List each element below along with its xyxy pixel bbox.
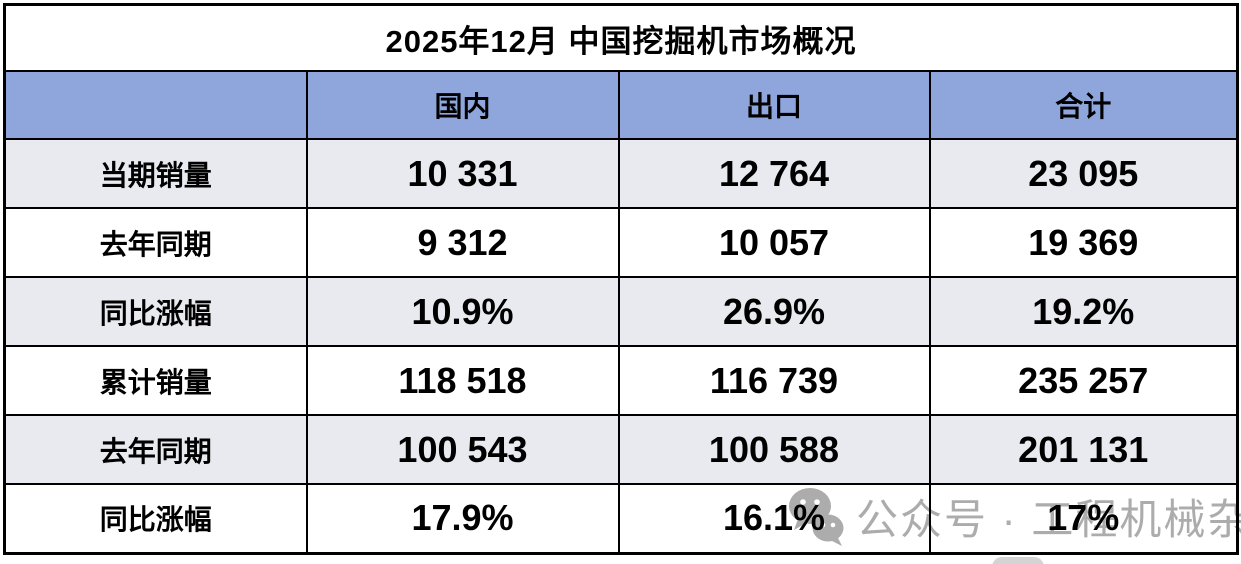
excavator-market-table: 2025年12月 中国挖掘机市场概况 国内 出口 合计 当期销量 10 331 … [3,3,1239,555]
table-header-row: 国内 出口 合计 [3,70,1239,140]
table-row: 同比涨幅 10.9% 26.9% 19.2% [3,276,1239,347]
value-cell: 17% [928,483,1239,554]
partial-watermark-icon [992,557,1044,564]
value-cell: 235 257 [928,345,1239,416]
header-cell-export: 出口 [617,70,931,140]
table-row: 累计销量 118 518 116 739 235 257 [3,345,1239,416]
page-title: 2025年12月 中国挖掘机市场概况 [3,3,1239,72]
row-label-yoy-growth: 同比涨幅 [3,483,308,554]
row-label-last-year-same-period: 去年同期 [3,414,308,485]
table-row: 同比涨幅 17.9% 16.1% 17% [3,483,1239,554]
row-label-current-sales: 当期销量 [3,138,308,209]
value-cell: 100 543 [305,414,620,485]
value-cell: 12 764 [617,138,931,209]
value-cell: 118 518 [305,345,620,416]
value-cell: 100 588 [617,414,931,485]
value-cell: 17.9% [305,483,620,554]
value-cell: 9 312 [305,207,620,278]
value-cell: 23 095 [928,138,1239,209]
value-cell: 10 331 [305,138,620,209]
row-label-cumulative-sales: 累计销量 [3,345,308,416]
header-cell-empty [3,70,308,140]
value-cell: 16.1% [617,483,931,554]
table-title-row: 2025年12月 中国挖掘机市场概况 [3,3,1239,72]
table-row: 去年同期 100 543 100 588 201 131 [3,414,1239,485]
header-cell-total: 合计 [928,70,1239,140]
value-cell: 26.9% [617,276,931,347]
header-cell-domestic: 国内 [305,70,620,140]
value-cell: 10 057 [617,207,931,278]
value-cell: 116 739 [617,345,931,416]
value-cell: 19 369 [928,207,1239,278]
table-row: 去年同期 9 312 10 057 19 369 [3,207,1239,278]
row-label-yoy-growth: 同比涨幅 [3,276,308,347]
value-cell: 201 131 [928,414,1239,485]
value-cell: 19.2% [928,276,1239,347]
table-row: 当期销量 10 331 12 764 23 095 [3,138,1239,209]
row-label-last-year-same-period: 去年同期 [3,207,308,278]
value-cell: 10.9% [305,276,620,347]
